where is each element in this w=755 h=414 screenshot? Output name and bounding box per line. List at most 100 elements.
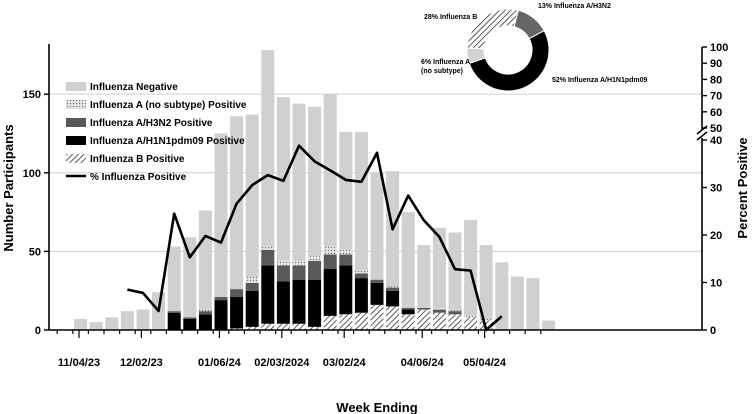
x-tick-label: 12/02/23 [120,357,163,369]
y-right-tick-label: 10 [710,278,722,290]
bar-flu_b-13 [261,323,275,330]
bar-h3n2-22 [401,307,415,310]
y-right-tick-label: 70 [710,91,722,103]
bar-h1n1-12 [245,290,259,327]
bar-h1n1-11 [230,296,244,329]
y-right-tick-label: 30 [710,183,722,195]
bar-flu_b-12 [245,326,259,330]
bar-h1n1-20 [370,282,384,305]
donut-label-h1n1: 52% Influenza A/H1N1pdm09 [552,77,648,84]
bar-h3n2-7 [167,311,181,313]
bar-a_no_subtype-12 [245,276,259,283]
y-axis-title-right: Percent Positive [735,137,750,238]
bar-a_no_subtype-16 [308,256,322,261]
bar-flu_b-21 [386,306,400,330]
percent-positive-line [127,144,503,332]
y-right-tick-label: 50 [710,123,722,135]
legend-label-h3n2: Influenza A/H3N2 Positive [90,118,213,129]
bar-negative-25 [448,232,462,310]
bar-negative-7 [167,246,181,312]
bar-negative-19 [354,131,368,271]
bar-a_no_subtype-26 [464,315,478,318]
y-right-tick-label: 0 [710,325,716,337]
bar-negative-16 [308,106,322,257]
legend-swatch-h3n2 [66,118,86,127]
bar-flu_b-26 [464,317,478,330]
bar-h1n1-15 [292,279,306,324]
bar-negative-29 [510,276,524,330]
bar-flu_b-17 [323,315,337,330]
bar-h1n1-14 [276,281,290,324]
bar-negative-20 [370,172,384,280]
donut-label-h3n2: 13% Influenza A/H3N2 [538,3,611,10]
bar-negative-13 [261,50,275,247]
y-left-tick-label: 0 [35,325,41,337]
bar-negative-9 [198,210,212,310]
bar-negative-18 [339,131,353,250]
bar-h1n1-21 [386,290,400,307]
bar-h3n2-8 [183,317,197,319]
bar-negative-27 [479,245,493,319]
bar-flu_b-25 [448,314,462,330]
bar-a_no_subtype-14 [276,260,290,266]
legend: Influenza Negative Influenza A (no subtyp… [66,82,247,183]
bar-a_no_subtype-25 [448,309,462,312]
bar-negative-2 [89,322,103,330]
bar-negative-22 [401,212,415,308]
bar-negative-28 [495,262,509,330]
bar-negative-8 [183,237,197,318]
legend-swatch-flu_b [66,154,86,163]
x-tick-label: 03/02/24 [323,357,367,369]
bar-flu_b-16 [308,326,322,330]
bar-a_no_subtype-24 [432,307,446,310]
bar-flu_b-23 [417,309,431,330]
bar-h3n2-11 [230,289,244,297]
bar-h3n2-14 [276,265,290,282]
legend-label-line: % Influenza Positive [90,172,187,183]
bar-negative-1 [74,318,88,330]
subtype-donut-chart: 13% Influenza A/H3N2 52% Influenza A/H1N1… [421,3,648,92]
legend-swatch-negative [66,82,86,91]
bar-negative-15 [292,103,306,261]
donut-slice-3 [466,8,519,50]
bar-flu_b-22 [401,314,415,330]
bar-a_no_subtype-27 [479,318,493,321]
legend-swatch-a_no_subtype [66,100,86,109]
bar-h1n1-19 [354,278,368,313]
bar-flu_b-15 [292,323,306,330]
bar-h3n2-9 [198,311,212,315]
bar-negative-10 [214,133,228,297]
x-tick-label: 04/06/24 [401,357,445,369]
y-right-tick-label: 80 [710,74,722,86]
bar-negative-4 [120,311,134,330]
donut-slice-1 [468,29,550,92]
bar-flu_b-18 [339,314,353,330]
y-right-tick-label: 100 [710,42,728,54]
legend-label-flu_b: Influenza B Positive [90,154,185,165]
bar-a_no_subtype-21 [386,285,400,288]
legend-swatch-h1n1 [66,136,86,145]
legend-label-a_no_subtype: Influenza A (no subtype) Positive [90,100,247,111]
bar-negative-12 [245,114,259,277]
bar-negative-26 [464,219,478,316]
bar-h3n2-12 [245,282,259,291]
bar-stacks [74,50,556,330]
bar-a_no_subtype-9 [198,309,212,312]
bar-h1n1-13 [261,265,275,324]
bar-h1n1-8 [183,318,197,330]
x-tick-label: 11/04/23 [58,357,100,369]
bar-h1n1-7 [167,312,181,330]
axis-break-mark [696,131,708,141]
y-right-tick-label: 90 [710,58,722,70]
bar-h3n2-15 [292,265,306,280]
bar-negative-3 [105,317,119,330]
bar-negative-24 [432,227,446,308]
x-axis-title: Week Ending [336,400,417,414]
bar-a_no_subtype-15 [292,260,306,266]
bar-h1n1-18 [339,265,353,315]
bar-h1n1-16 [308,279,322,327]
bar-h3n2-18 [339,254,353,266]
bar-a_no_subtype-17 [323,246,337,255]
donut-label-no-subtype-2: (no subtype) [421,68,463,75]
